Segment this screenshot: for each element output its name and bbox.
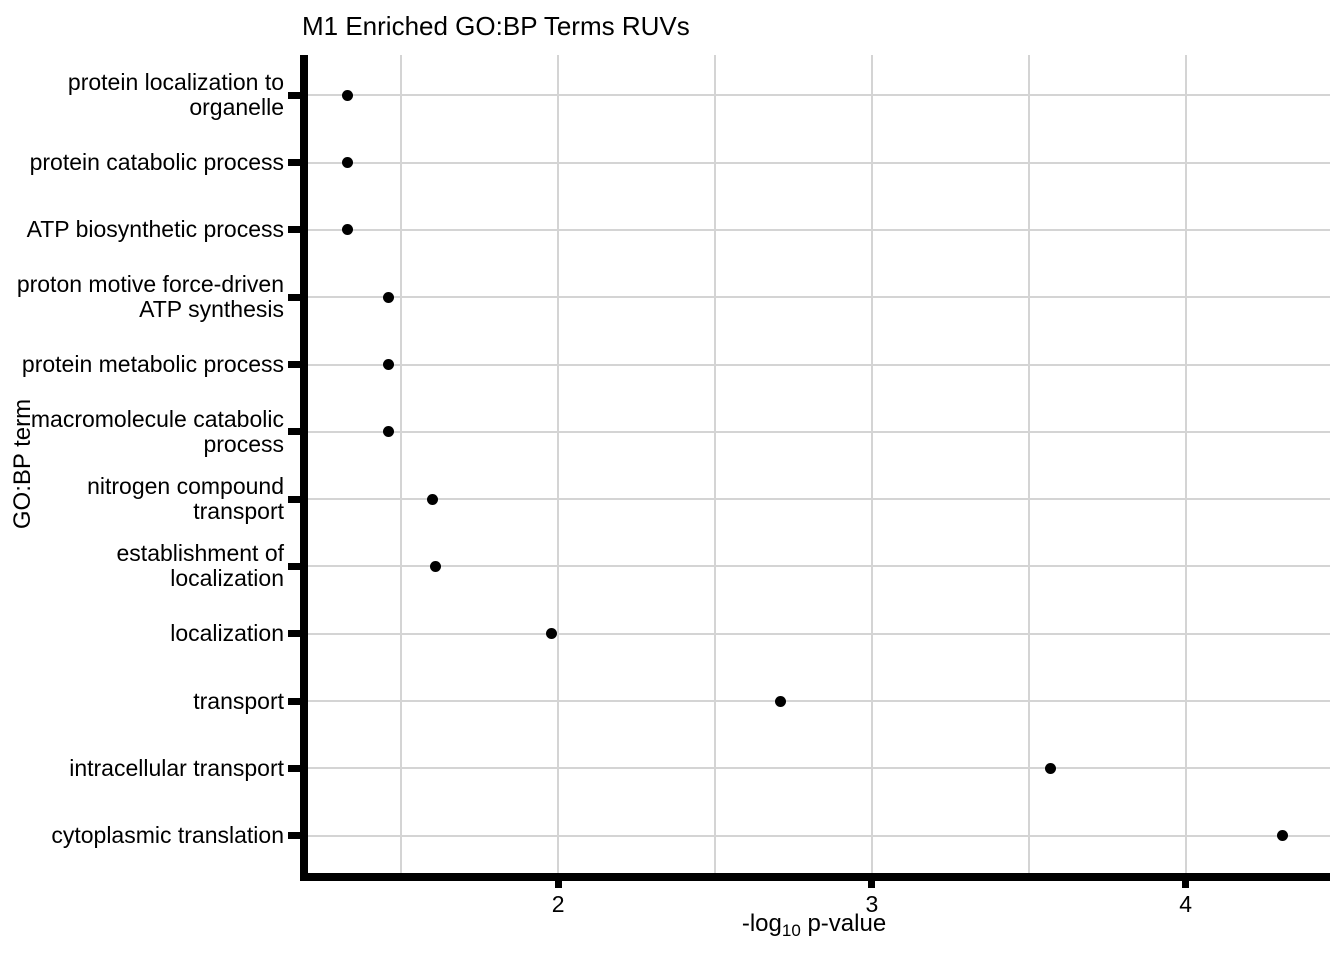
data-point — [1045, 762, 1057, 774]
horizontal-gridline — [308, 498, 1330, 501]
x-tick-label: 4 — [1179, 891, 1193, 917]
y-axis-tick — [288, 226, 300, 234]
category-label: protein localization to organelle — [67, 69, 284, 121]
horizontal-gridline — [308, 834, 1330, 837]
data-point — [383, 359, 395, 371]
vertical-gridline — [400, 55, 403, 873]
data-point — [383, 291, 395, 303]
horizontal-gridline — [308, 228, 1330, 231]
y-axis-tick — [288, 91, 300, 99]
y-axis-tick — [288, 764, 300, 772]
category-label: protein metabolic process — [21, 351, 284, 378]
y-axis-tick — [288, 697, 300, 705]
category-label: nitrogen compound transport — [87, 473, 284, 525]
category-label: proton motive force-driven ATP synthesis — [16, 271, 284, 323]
horizontal-gridline — [308, 296, 1330, 299]
data-point — [430, 560, 442, 572]
horizontal-gridline — [308, 700, 1330, 703]
vertical-gridline — [1184, 55, 1187, 873]
x-axis-title-pre: -log — [741, 910, 782, 937]
horizontal-gridline — [308, 632, 1330, 635]
category-label: protein catabolic process — [29, 149, 284, 176]
x-axis-tick — [554, 881, 562, 888]
horizontal-gridline — [308, 161, 1330, 164]
data-point — [427, 493, 439, 505]
chart-title: M1 Enriched GO:BP Terms RUVs — [302, 11, 690, 41]
data-point — [342, 224, 354, 236]
vertical-gridline — [1027, 55, 1030, 873]
x-axis-tick — [868, 881, 876, 888]
data-point — [383, 426, 395, 438]
x-axis-title-subscript: 10 — [781, 921, 801, 940]
x-tick-label: 3 — [865, 891, 879, 917]
vertical-gridline — [714, 55, 717, 873]
data-point — [342, 157, 354, 169]
category-label: macromolecule catabolic process — [30, 405, 284, 457]
y-axis-tick — [288, 832, 300, 840]
category-label: ATP biosynthetic process — [26, 216, 284, 243]
y-axis-tick — [288, 562, 300, 570]
y-axis-tick — [288, 428, 300, 436]
x-axis-title-post: p-value — [800, 910, 887, 937]
vertical-gridline — [557, 55, 560, 873]
y-axis-tick — [288, 293, 300, 301]
y-axis-tick — [288, 361, 300, 369]
x-axis-line — [300, 873, 1330, 881]
data-point — [775, 695, 787, 707]
horizontal-gridline — [308, 94, 1330, 97]
x-axis-title: -log10 p-value — [741, 910, 887, 940]
data-point — [342, 89, 354, 101]
category-label: establishment of localization — [116, 540, 284, 592]
y-axis-line — [300, 55, 308, 881]
data-point — [1277, 830, 1289, 842]
horizontal-gridline — [308, 565, 1330, 568]
x-tick-label: 2 — [551, 891, 565, 917]
x-axis-tick — [1182, 881, 1190, 888]
vertical-gridline — [870, 55, 873, 873]
category-label: localization — [170, 620, 284, 647]
horizontal-gridline — [308, 767, 1330, 770]
data-point — [546, 628, 558, 640]
y-axis-tick — [288, 495, 300, 503]
y-axis-tick — [288, 630, 300, 638]
horizontal-gridline — [308, 363, 1330, 366]
category-label: transport — [193, 687, 284, 714]
category-label: cytoplasmic translation — [51, 822, 284, 849]
horizontal-gridline — [308, 430, 1330, 433]
category-label: intracellular transport — [69, 754, 284, 781]
y-axis-tick — [288, 159, 300, 167]
